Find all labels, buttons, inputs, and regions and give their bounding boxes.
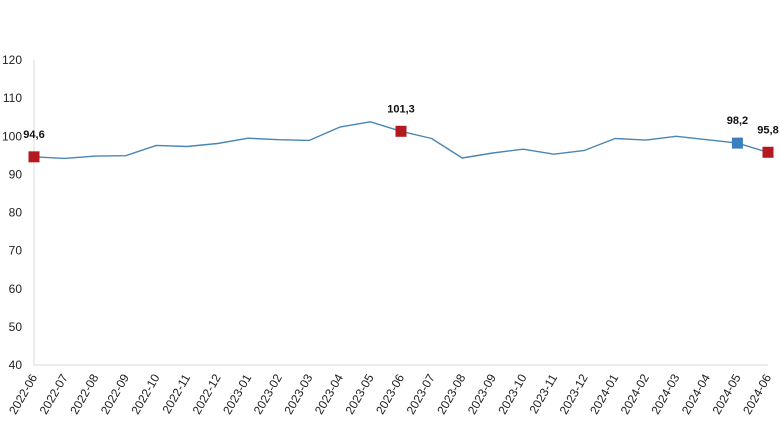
x-tick-label: 2023-12 [557,371,591,416]
y-tick-label: 100 [2,129,22,143]
data-label: 95,8 [757,124,778,136]
x-tick-label: 2022-07 [37,371,71,416]
x-tick-label: 2022-11 [159,371,193,416]
x-tick-label: 2023-02 [251,371,285,416]
x-tick-label: 2023-05 [343,371,377,416]
data-label: 98,2 [727,115,748,127]
x-tick-label: 2023-10 [495,371,529,416]
x-tick-label: 2022-10 [128,371,162,416]
x-tick-label: 2023-07 [404,371,438,416]
x-tick-label: 2023-06 [373,371,407,416]
y-tick-label: 40 [9,358,23,372]
x-tick-label: 2023-04 [312,371,346,416]
x-tick-label: 2023-09 [465,371,499,416]
x-tick-label: 2024-03 [648,371,682,416]
x-tick-label: 2022-08 [67,371,101,416]
x-tick-label: 2022-06 [6,371,40,416]
x-tick-label: 2024-01 [587,371,621,416]
x-tick-label: 2023-11 [526,371,560,416]
highlight-marker [731,137,743,149]
x-tick-label: 2024-06 [740,371,774,416]
x-tick-label: 2022-09 [98,371,132,416]
y-tick-label: 80 [9,206,23,220]
x-tick-label: 2023-08 [434,371,468,416]
x-tick-label: 2023-01 [220,371,254,416]
highlight-marker [28,151,40,163]
x-tick-label: 2023-03 [281,371,315,416]
y-tick-label: 70 [9,244,23,258]
highlight-marker [762,146,774,158]
x-tick-label: 2024-05 [710,371,744,416]
x-tick-label: 2024-04 [679,371,713,416]
x-tick-label: 2024-02 [618,371,652,416]
highlight-marker [395,125,407,137]
x-tick-label: 2022-12 [190,371,224,416]
y-tick-label: 120 [2,53,22,67]
data-label: 94,6 [23,129,44,141]
y-tick-label: 90 [9,167,23,181]
y-tick-label: 50 [9,320,23,334]
y-tick-label: 110 [3,91,22,105]
data-label: 101,3 [387,103,415,115]
y-tick-label: 60 [9,282,23,296]
